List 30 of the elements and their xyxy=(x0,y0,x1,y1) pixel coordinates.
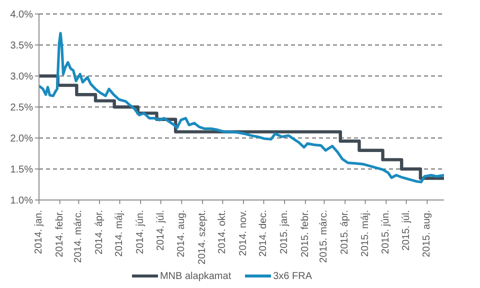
x-tick-label: 2015. júl. xyxy=(400,210,412,251)
x-tick-label: 2014. jún. xyxy=(135,210,146,254)
line-series xyxy=(39,32,444,184)
x-tick-label: 2015. aug. xyxy=(422,210,433,258)
x-tick-label: 2015. febr. xyxy=(300,210,311,258)
x-tick-label: 2015. jan. xyxy=(279,210,290,254)
x-tick-label: 2014. máj. xyxy=(114,210,126,257)
x-tick-label: 2014. szept. xyxy=(196,210,208,264)
y-tick-label: 2.5% xyxy=(10,102,34,114)
x-tick-label: 2014. okt. xyxy=(217,210,228,254)
legend-label: MNB alapkamat xyxy=(158,270,232,284)
x-tick-label: 2015. márc. xyxy=(318,210,330,263)
x-tick-label: 2015. máj. xyxy=(360,210,371,257)
x-tick-label: 2014. márc. xyxy=(73,210,84,263)
x-tick-label: 2014. dec. xyxy=(258,210,270,257)
x-tick-label: 2014. febr. xyxy=(54,210,66,258)
y-tick-label: 1.0% xyxy=(10,196,34,207)
x-tick-label: 2015. ápr. xyxy=(340,210,351,254)
y-tick-label: 1.5% xyxy=(10,164,34,176)
y-tick-label: 4.0% xyxy=(10,10,34,21)
x-tick-label: 2014. aug. xyxy=(176,210,188,258)
y-tick-label: 2.0% xyxy=(10,134,34,145)
legend-label: 3x6 FRA xyxy=(272,270,312,284)
x-tick-label: 2014. ápr. xyxy=(94,210,106,254)
x-tick-label: 2015. jún. xyxy=(380,210,392,254)
y-tick-label: 3.5% xyxy=(10,40,34,52)
y-tick-label: 3.0% xyxy=(10,72,34,83)
x-tick-label: 2014. nov. xyxy=(238,210,250,256)
x-tick-label: 2014. jan. xyxy=(34,210,44,254)
x-tick-label: 2014. júl. xyxy=(155,210,166,251)
